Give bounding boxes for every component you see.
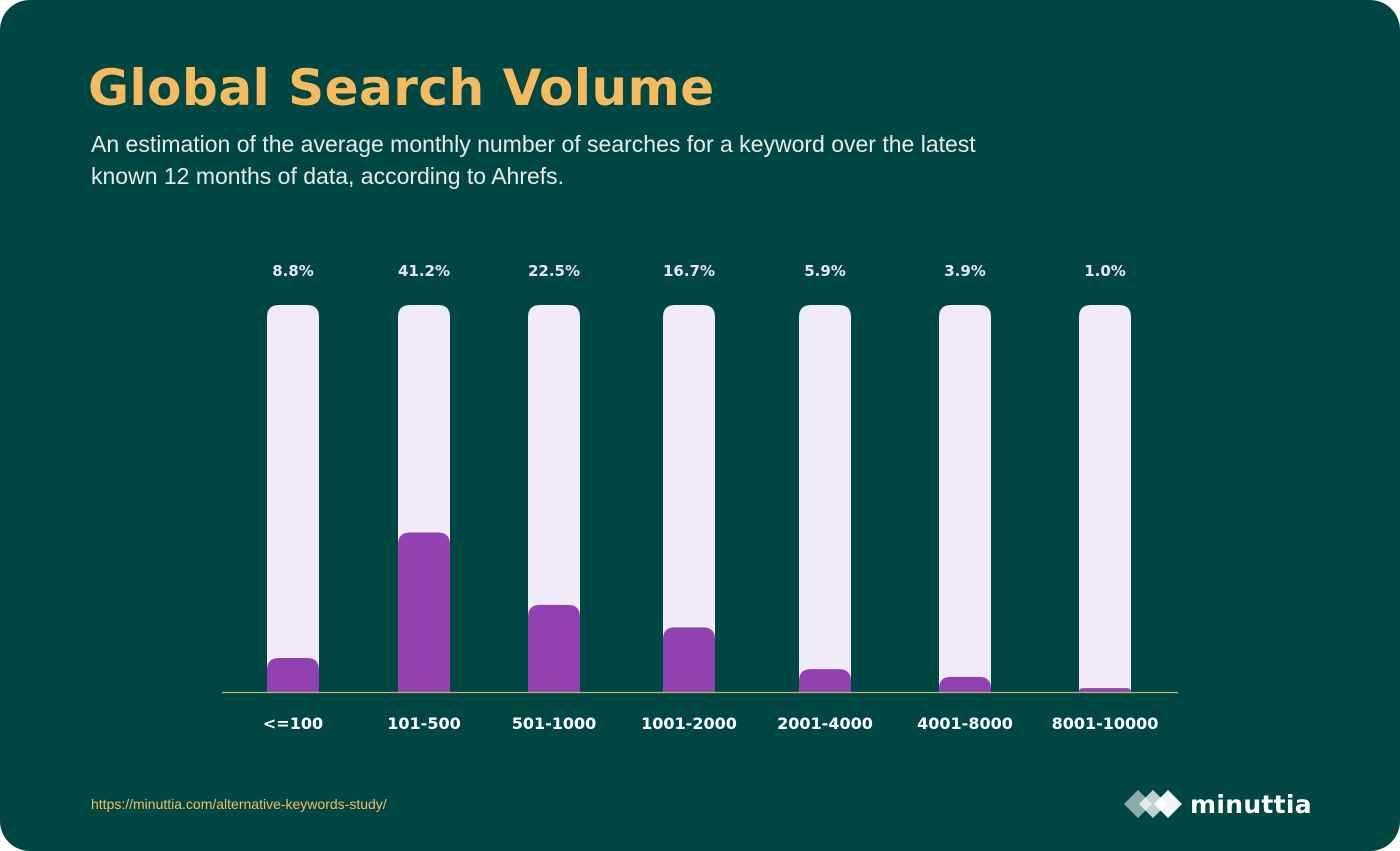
data-label: 8.8%	[272, 262, 314, 280]
bar-track	[663, 305, 715, 692]
chart-subtitle: An estimation of the average monthly num…	[91, 131, 976, 189]
x-tick-label: 101-500	[387, 714, 460, 733]
data-label: 41.2%	[398, 262, 450, 280]
bar-track	[1079, 305, 1131, 692]
bar	[398, 532, 450, 692]
bar-track	[799, 305, 851, 692]
x-tick-label: 4001-8000	[917, 714, 1013, 733]
brand-name: minuttia	[1190, 789, 1312, 819]
chart-title: Global Search Volume	[88, 59, 715, 117]
diamond-logo-icon	[1124, 790, 1182, 818]
bar	[1079, 688, 1131, 692]
data-label: 22.5%	[528, 262, 580, 280]
bar	[939, 676, 991, 692]
x-tick-label: 8001-10000	[1052, 714, 1159, 733]
data-label: 5.9%	[804, 262, 846, 280]
bar	[663, 627, 715, 692]
source-link[interactable]: https://minuttia.com/alternative-keyword…	[91, 796, 387, 812]
bar-track	[267, 305, 319, 692]
bar	[799, 669, 851, 692]
bar-track	[939, 305, 991, 692]
x-tick-label: <=100	[263, 714, 323, 733]
x-tick-label: 2001-4000	[777, 714, 873, 733]
brand-logo: minuttia	[1124, 786, 1312, 822]
bar	[267, 657, 319, 692]
x-tick-label: 1001-2000	[641, 714, 737, 733]
bar	[528, 604, 580, 692]
data-label: 3.9%	[944, 262, 986, 280]
data-label: 1.0%	[1084, 262, 1126, 280]
data-label: 16.7%	[663, 262, 715, 280]
x-tick-label: 501-1000	[512, 714, 597, 733]
bar-track	[528, 305, 580, 692]
